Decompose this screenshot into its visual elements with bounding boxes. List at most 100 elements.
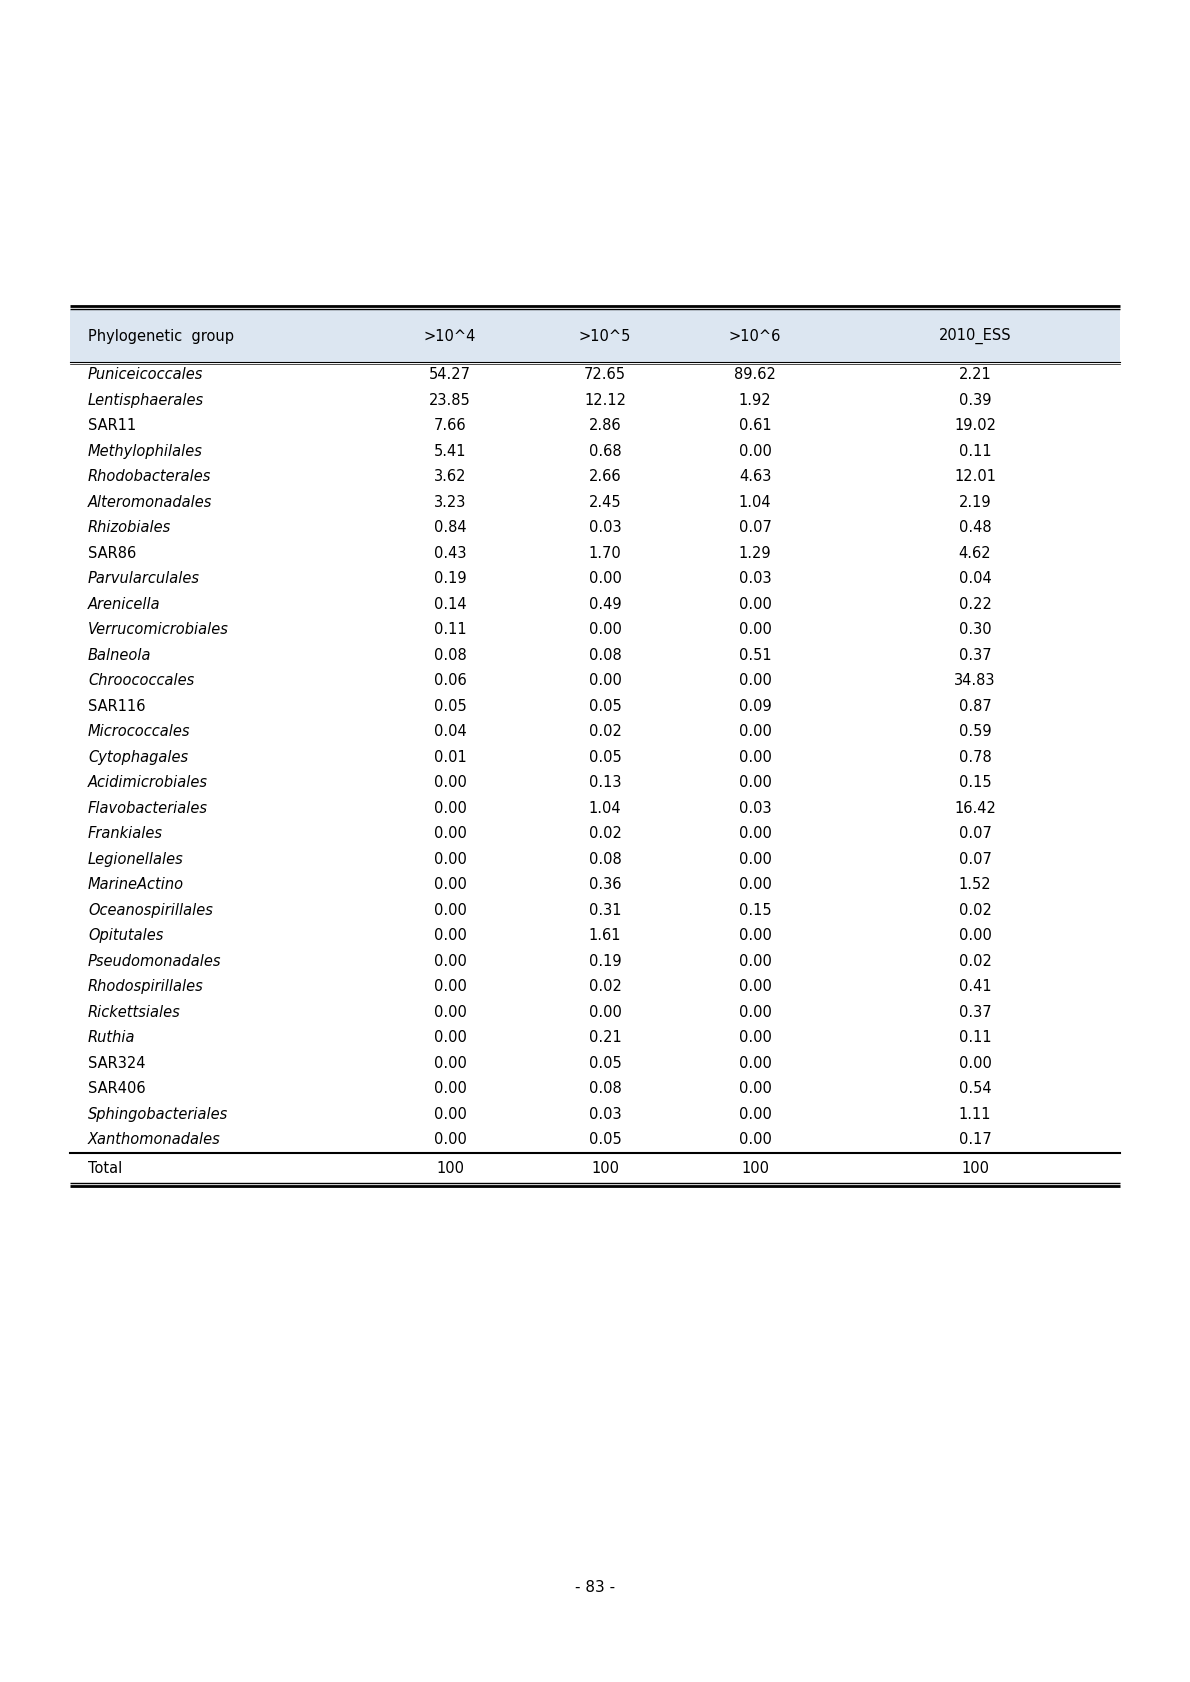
Text: 100: 100: [962, 1161, 989, 1176]
Text: Arenicella: Arenicella: [88, 597, 161, 612]
Text: 0.00: 0.00: [433, 928, 466, 944]
Text: 0.00: 0.00: [959, 1056, 991, 1071]
Text: Rhodospirillales: Rhodospirillales: [88, 979, 203, 994]
Text: 0.05: 0.05: [589, 1056, 621, 1071]
Text: 0.04: 0.04: [959, 572, 991, 587]
Text: 2.19: 2.19: [959, 495, 991, 510]
Text: 0.06: 0.06: [433, 673, 466, 688]
Text: Pseudomonadales: Pseudomonadales: [88, 954, 221, 969]
Text: 0.00: 0.00: [739, 878, 771, 891]
Text: 1.52: 1.52: [959, 878, 991, 891]
Text: 19.02: 19.02: [954, 419, 996, 434]
Text: 0.07: 0.07: [739, 520, 771, 535]
Text: 7.66: 7.66: [433, 419, 466, 434]
Text: 0.15: 0.15: [959, 775, 991, 791]
Text: 0.00: 0.00: [589, 673, 621, 688]
Text: 0.84: 0.84: [433, 520, 466, 535]
Text: 23.85: 23.85: [430, 394, 471, 407]
Text: 0.68: 0.68: [589, 444, 621, 459]
Text: 0.00: 0.00: [739, 775, 771, 791]
Text: 0.09: 0.09: [739, 698, 771, 713]
Text: 0.00: 0.00: [433, 775, 466, 791]
Text: 2.45: 2.45: [589, 495, 621, 510]
Text: 0.00: 0.00: [739, 1132, 771, 1147]
Text: 0.00: 0.00: [739, 1107, 771, 1122]
Text: 0.15: 0.15: [739, 903, 771, 918]
Text: 0.00: 0.00: [433, 979, 466, 994]
Text: Phylogenetic  group: Phylogenetic group: [88, 328, 234, 343]
Text: 0.00: 0.00: [739, 979, 771, 994]
Text: 0.00: 0.00: [433, 1082, 466, 1097]
Text: Puniceicoccales: Puniceicoccales: [88, 367, 203, 382]
Text: 16.42: 16.42: [954, 801, 996, 816]
Text: 0.00: 0.00: [433, 1031, 466, 1045]
Text: 0.54: 0.54: [959, 1082, 991, 1097]
Bar: [70, 309, 1120, 362]
Text: Methylophilales: Methylophilales: [88, 444, 202, 459]
Text: Oceanospirillales: Oceanospirillales: [88, 903, 213, 918]
Text: 0.37: 0.37: [959, 1004, 991, 1019]
Text: 2010_ESS: 2010_ESS: [939, 328, 1012, 345]
Text: 0.30: 0.30: [959, 622, 991, 637]
Text: 0.13: 0.13: [589, 775, 621, 791]
Text: 0.08: 0.08: [589, 851, 621, 866]
Text: SAR86: SAR86: [88, 545, 136, 560]
Text: 0.11: 0.11: [433, 622, 466, 637]
Text: 0.00: 0.00: [739, 750, 771, 765]
Text: 0.00: 0.00: [589, 622, 621, 637]
Text: 0.02: 0.02: [589, 725, 621, 740]
Text: 0.00: 0.00: [739, 826, 771, 841]
Text: 0.78: 0.78: [959, 750, 991, 765]
Text: 0.00: 0.00: [433, 826, 466, 841]
Text: 0.00: 0.00: [739, 928, 771, 944]
Text: 4.63: 4.63: [739, 469, 771, 484]
Text: 0.05: 0.05: [589, 750, 621, 765]
Text: Cytophagales: Cytophagales: [88, 750, 188, 765]
Text: 0.00: 0.00: [739, 444, 771, 459]
Text: Chroococcales: Chroococcales: [88, 673, 194, 688]
Text: Opitutales: Opitutales: [88, 928, 163, 944]
Text: 0.05: 0.05: [589, 1132, 621, 1147]
Text: 0.00: 0.00: [433, 954, 466, 969]
Text: 0.87: 0.87: [959, 698, 991, 713]
Text: 0.00: 0.00: [739, 954, 771, 969]
Text: 0.39: 0.39: [959, 394, 991, 407]
Text: 100: 100: [741, 1161, 769, 1176]
Text: 0.61: 0.61: [739, 419, 771, 434]
Text: 0.04: 0.04: [433, 725, 466, 740]
Text: Rickettsiales: Rickettsiales: [88, 1004, 181, 1019]
Text: 0.00: 0.00: [739, 597, 771, 612]
Text: 0.02: 0.02: [959, 954, 991, 969]
Text: 0.22: 0.22: [959, 597, 991, 612]
Text: Lentisphaerales: Lentisphaerales: [88, 394, 205, 407]
Text: 0.00: 0.00: [433, 1107, 466, 1122]
Text: 0.00: 0.00: [739, 673, 771, 688]
Text: Alteromonadales: Alteromonadales: [88, 495, 212, 510]
Text: 0.02: 0.02: [589, 826, 621, 841]
Text: 2.66: 2.66: [589, 469, 621, 484]
Text: Parvularculales: Parvularculales: [88, 572, 200, 587]
Text: Xanthomonadales: Xanthomonadales: [88, 1132, 221, 1147]
Text: 0.00: 0.00: [739, 622, 771, 637]
Text: 0.03: 0.03: [739, 801, 771, 816]
Text: 0.00: 0.00: [959, 928, 991, 944]
Text: >10^6: >10^6: [728, 328, 781, 343]
Text: 0.19: 0.19: [433, 572, 466, 587]
Text: Rhodobacterales: Rhodobacterales: [88, 469, 212, 484]
Text: 0.41: 0.41: [959, 979, 991, 994]
Text: 0.00: 0.00: [433, 801, 466, 816]
Text: - 83 -: - 83 -: [575, 1579, 615, 1595]
Text: 1.92: 1.92: [739, 394, 771, 407]
Text: 3.62: 3.62: [433, 469, 466, 484]
Text: 0.00: 0.00: [739, 851, 771, 866]
Text: 0.07: 0.07: [959, 826, 991, 841]
Text: 1.70: 1.70: [589, 545, 621, 560]
Text: 0.00: 0.00: [433, 878, 466, 891]
Text: 0.02: 0.02: [959, 903, 991, 918]
Text: Rhizobiales: Rhizobiales: [88, 520, 171, 535]
Text: 4.62: 4.62: [959, 545, 991, 560]
Text: 1.04: 1.04: [589, 801, 621, 816]
Text: 3.23: 3.23: [434, 495, 466, 510]
Text: 0.19: 0.19: [589, 954, 621, 969]
Text: 0.00: 0.00: [589, 1004, 621, 1019]
